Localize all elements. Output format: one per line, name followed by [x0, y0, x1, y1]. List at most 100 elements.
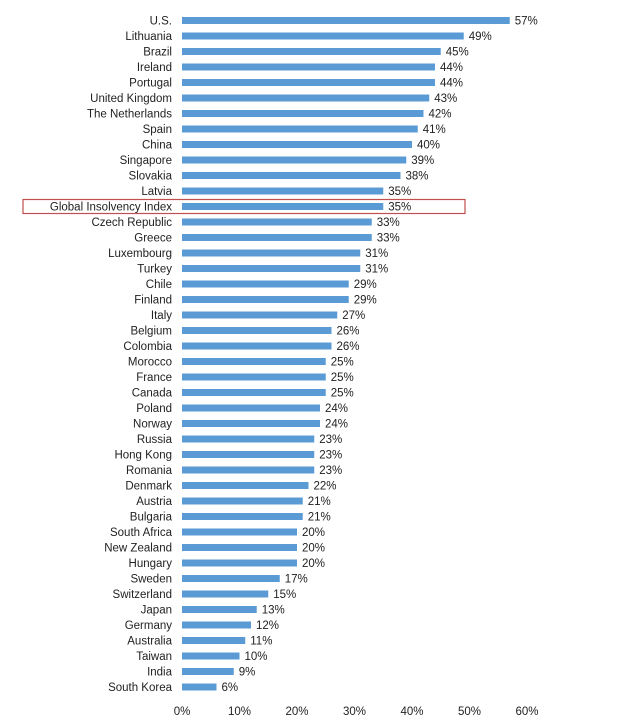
category-label: South Africa: [110, 527, 173, 539]
data-label: 35%: [388, 186, 411, 198]
bar: [182, 652, 240, 660]
category-label: Romania: [126, 465, 173, 477]
data-label: 39%: [411, 155, 434, 167]
category-label: Hong Kong: [114, 450, 172, 462]
category-label: South Korea: [108, 682, 173, 694]
bar: [182, 451, 315, 458]
data-label: 24%: [325, 403, 348, 415]
plot-area: U.S. 57% Lithuania 49% Brazil 45% Ireland 44% Po…: [22, 16, 538, 694]
data-label: 42%: [429, 109, 452, 121]
category-label: Greece: [134, 233, 172, 245]
bar: [182, 590, 269, 598]
category-label: New Zealand: [104, 543, 172, 555]
category-label: Belgium: [130, 326, 172, 338]
bar: [182, 637, 246, 644]
bar: [182, 63, 435, 71]
data-label: 27%: [342, 310, 365, 322]
category-label: Austria: [136, 496, 172, 508]
category-label: Sweden: [130, 574, 172, 586]
data-label: 25%: [331, 357, 354, 369]
bar: [182, 32, 464, 40]
data-label: 29%: [354, 279, 377, 291]
x-axis: 0% 10% 20% 30% 40% 50% 60%: [174, 706, 539, 718]
category-label: Norway: [133, 419, 172, 431]
data-label: 13%: [262, 605, 285, 617]
x-tick-label: 20%: [285, 706, 308, 718]
x-tick-label: 50%: [458, 706, 481, 718]
bar: [182, 172, 401, 179]
data-label: 31%: [365, 248, 388, 260]
bar: [182, 342, 332, 350]
bar: [182, 187, 384, 195]
category-label: Latvia: [141, 186, 172, 198]
bar: [182, 482, 309, 489]
bar: [182, 125, 418, 133]
bar: [182, 327, 332, 334]
bar: [182, 404, 320, 412]
category-label: Canada: [132, 388, 173, 400]
category-label: Portugal: [129, 78, 172, 90]
category-label: France: [136, 372, 172, 384]
data-label: 6%: [222, 682, 239, 694]
data-label: 23%: [319, 450, 342, 462]
bar: [182, 280, 349, 288]
category-label: Denmark: [125, 481, 172, 493]
bar: [182, 358, 326, 365]
data-label: 23%: [319, 465, 342, 477]
data-label: 31%: [365, 264, 388, 276]
bar: [182, 17, 510, 24]
bar: [182, 497, 303, 505]
data-label: 41%: [423, 124, 446, 136]
category-label: Russia: [137, 434, 173, 446]
data-label: 20%: [302, 527, 325, 539]
category-label: Taiwan: [136, 651, 172, 663]
category-label: Ireland: [137, 62, 172, 74]
category-label: China: [142, 140, 173, 152]
bar: [182, 79, 435, 86]
bar: [182, 683, 217, 691]
data-label: 11%: [250, 636, 272, 648]
bar: [182, 435, 315, 443]
bar: [182, 218, 372, 226]
data-label: 10%: [245, 651, 268, 663]
data-label: 26%: [337, 326, 360, 338]
category-label: Switzerland: [113, 589, 172, 601]
bar: [182, 265, 361, 272]
bar: [182, 513, 303, 520]
highlight-box: [22, 198, 466, 215]
data-label: 26%: [337, 341, 360, 353]
data-label: 20%: [302, 558, 325, 570]
data-label: 45%: [446, 47, 469, 59]
x-tick-label: 30%: [343, 706, 366, 718]
category-label: Hungary: [129, 558, 173, 570]
category-label: Italy: [151, 310, 172, 322]
data-label: 25%: [331, 372, 354, 384]
category-label: Turkey: [137, 264, 172, 276]
data-label: 12%: [256, 620, 279, 632]
data-label: 57%: [515, 16, 538, 28]
bar: [182, 389, 326, 396]
category-label: Finland: [134, 295, 172, 307]
bar: [182, 296, 349, 303]
data-label: 33%: [377, 217, 400, 229]
data-label: 15%: [273, 589, 296, 601]
bar: [182, 606, 257, 613]
x-tick-label: 40%: [400, 706, 423, 718]
category-label: Global Insolvency Index: [50, 202, 172, 214]
category-label: Chile: [146, 279, 172, 291]
data-label: 33%: [377, 233, 400, 245]
category-label: Poland: [136, 403, 172, 415]
bar: [182, 234, 372, 241]
data-label: 35%: [388, 202, 411, 214]
category-label: Brazil: [143, 47, 172, 59]
bar: [182, 203, 384, 210]
category-label: Spain: [143, 124, 172, 136]
data-label: 40%: [417, 140, 440, 152]
category-label: Australia: [127, 636, 172, 648]
data-label: 43%: [434, 93, 457, 105]
bar: [182, 575, 280, 582]
category-label: U.S.: [150, 16, 172, 28]
data-label: 38%: [406, 171, 429, 183]
category-label: Lithuania: [125, 31, 172, 43]
